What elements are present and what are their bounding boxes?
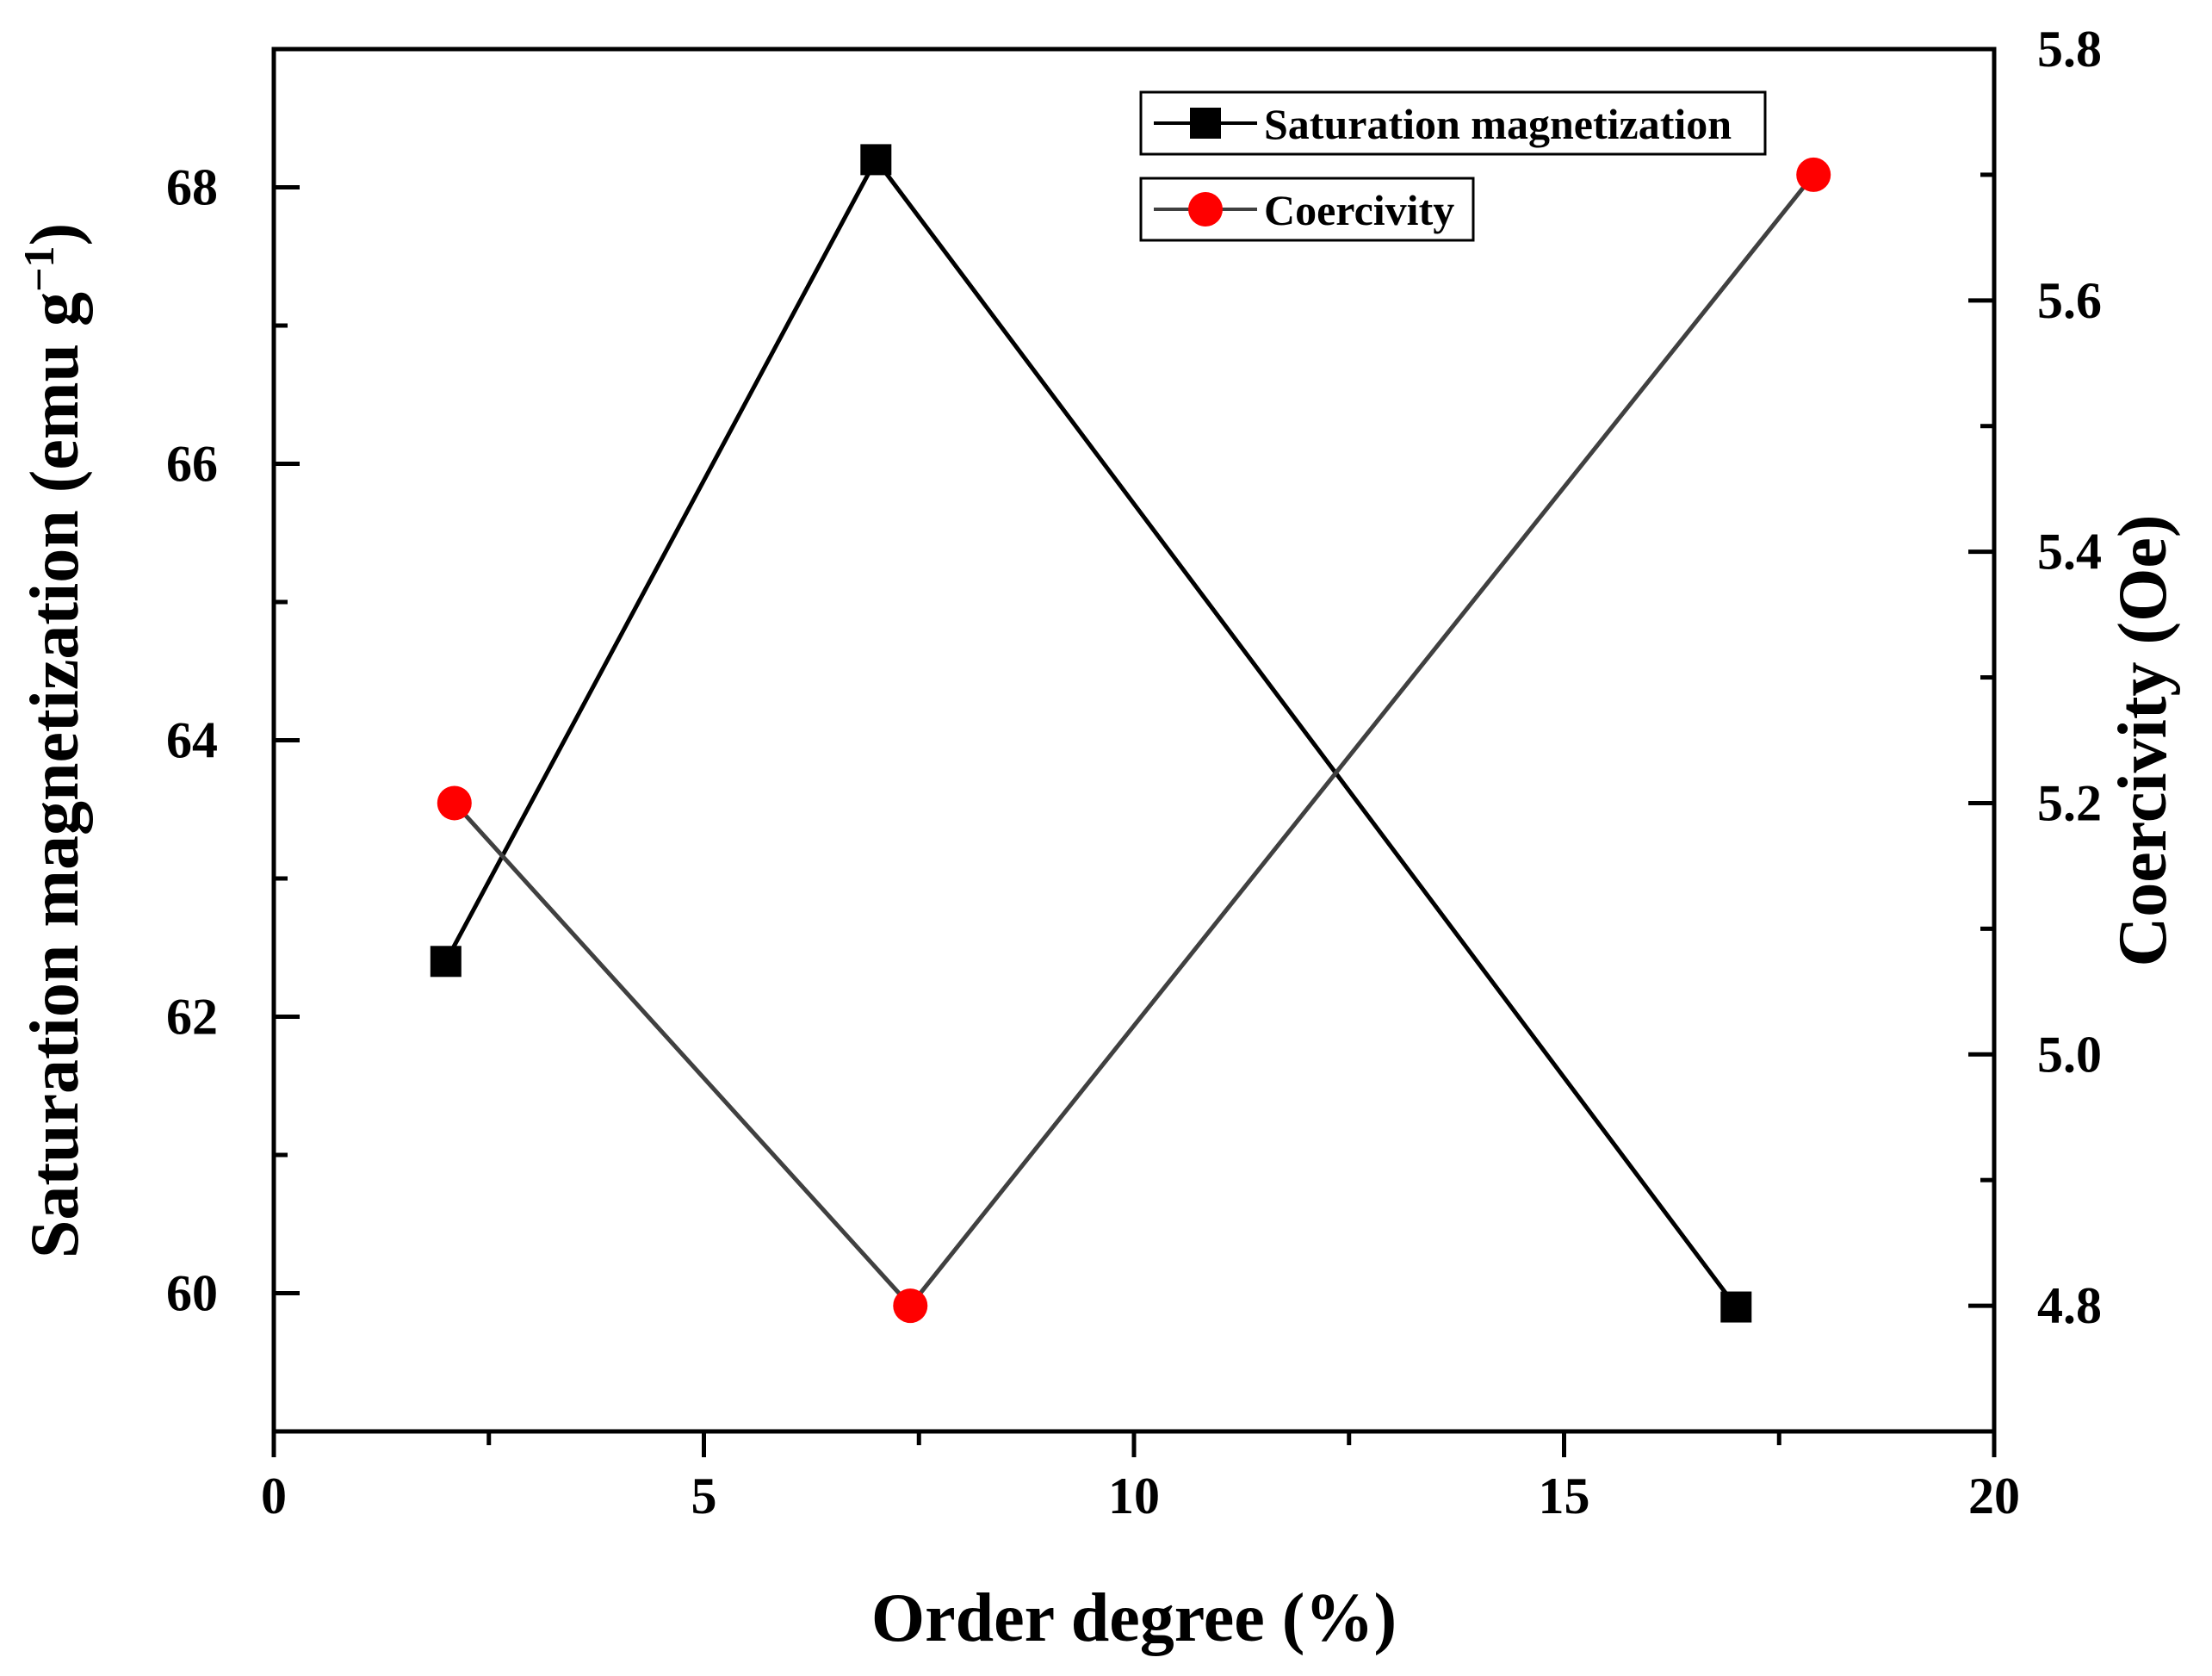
y-right-tick-label: 5.8 xyxy=(2037,21,2102,78)
plot-frame xyxy=(271,47,1997,1434)
x-tick-label: 10 xyxy=(1108,1468,1160,1524)
y-right-tick-label: 5.4 xyxy=(2037,524,2102,580)
x-axis-title: Order degree (%) xyxy=(871,1580,1397,1656)
legend-marker-saturation xyxy=(1190,108,1221,139)
y-left-tick-label: 64 xyxy=(166,712,218,769)
y-left-axis-title-close: ) xyxy=(17,223,93,246)
legend-label-coercivity: Coercivity xyxy=(1264,186,1454,234)
x-tick-label: 0 xyxy=(261,1468,287,1524)
series-point-saturation xyxy=(860,144,892,176)
y-left-axis-title: Saturation magnetization (emu g−1) xyxy=(15,223,93,1258)
y-left-tick-label: 68 xyxy=(166,159,218,216)
series-point-saturation xyxy=(1720,1291,1752,1323)
x-tick-label: 5 xyxy=(691,1468,717,1524)
y-right-tick-label: 5.2 xyxy=(2037,774,2102,831)
legend: Saturation magnetization Coercivity xyxy=(1139,90,1767,242)
series-layer xyxy=(430,144,1831,1324)
x-tick-label: 15 xyxy=(1539,1468,1590,1524)
y-right-axis-title: Coercivity (Oe) xyxy=(2105,515,2181,967)
legend-box-coercivity xyxy=(1139,177,1475,242)
y-left-tick-label: 62 xyxy=(166,989,218,1046)
series-point-coercivity xyxy=(437,785,472,821)
series-point-saturation xyxy=(430,946,462,978)
legend-marker-coercivity xyxy=(1188,192,1223,227)
y-left-axis-title-sup: −1 xyxy=(15,245,63,292)
y-left-axis-ticks: 60 62 64 66 68 xyxy=(166,47,300,1434)
legend-label-saturation: Saturation magnetization xyxy=(1264,100,1732,148)
x-axis-ticks: 0 5 10 15 20 xyxy=(261,1431,2020,1524)
y-right-tick-label: 5.0 xyxy=(2037,1026,2102,1083)
series-line-0 xyxy=(443,155,1738,1309)
y-right-tick-label: 5.6 xyxy=(2037,272,2102,329)
legend-box-saturation xyxy=(1139,90,1767,156)
series-point-coercivity xyxy=(893,1288,928,1324)
y-right-tick-label: 4.8 xyxy=(2037,1277,2102,1334)
y-left-tick-label: 60 xyxy=(166,1265,218,1322)
series-point-coercivity xyxy=(1796,157,1831,192)
y-left-tick-label: 66 xyxy=(166,436,218,493)
y-left-axis-title-main: Saturation magnetization (emu g xyxy=(17,292,93,1258)
y-right-axis-ticks: 4.8 5.0 5.2 5.4 5.6 5.8 xyxy=(1968,21,2102,1334)
x-tick-label: 20 xyxy=(1968,1468,2020,1524)
